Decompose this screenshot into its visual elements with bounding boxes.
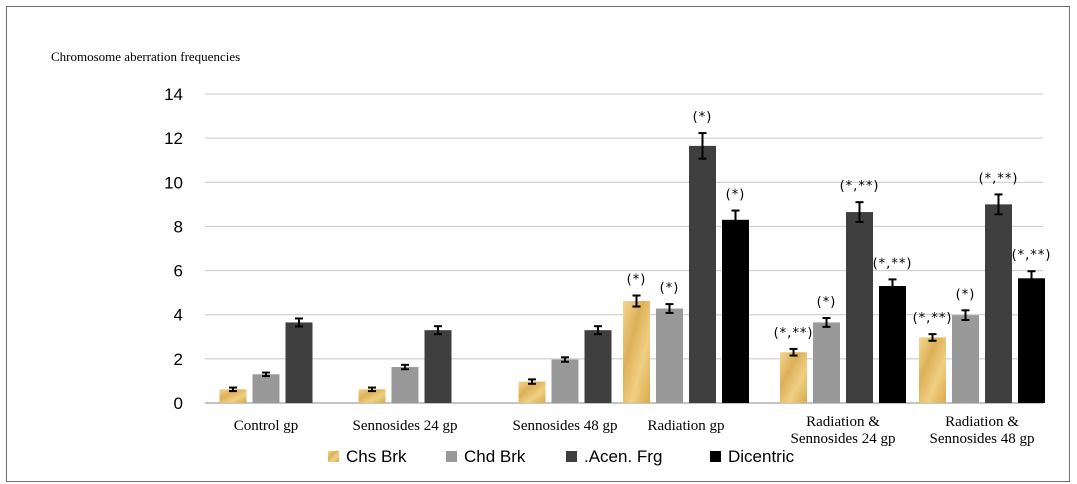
significance-label: (*) (627, 273, 647, 288)
chart-frame (6, 6, 1070, 482)
error-bar (262, 371, 270, 378)
legend-swatch (710, 451, 721, 462)
bar (252, 374, 280, 403)
bar (285, 322, 313, 403)
y-tick-label: 12 (164, 129, 183, 148)
bar (219, 389, 247, 403)
legend-item: Chd Brk (446, 447, 526, 466)
error-bar (1027, 270, 1036, 287)
error-bar (822, 317, 831, 328)
y-tick-label: 0 (174, 394, 183, 413)
y-tick-label: 8 (174, 217, 183, 236)
significance-label: (*,**) (979, 171, 1019, 186)
error-bar (368, 386, 376, 393)
x-tick-label: Radiation & (945, 414, 1019, 430)
significance-label: (*,**) (913, 311, 953, 326)
bar (358, 389, 386, 403)
bar (391, 367, 419, 403)
x-tick-label: Sennosides 24 gp (791, 431, 896, 447)
significance-label: (*) (956, 287, 976, 302)
bars-layer: (*)(*)(*)(*)(*,**)(*)(*,**)(*,**)(*,**)(… (219, 110, 1052, 403)
error-bar (698, 132, 707, 160)
error-bar (994, 193, 1003, 216)
error-bar (528, 378, 536, 385)
bar (919, 337, 946, 403)
error-bar (594, 325, 602, 336)
error-bar (434, 325, 442, 336)
error-bar (229, 386, 237, 393)
error-bar (888, 278, 897, 294)
x-tick-label: Sennosides 48 gp (513, 418, 618, 434)
legend-swatch (566, 451, 577, 462)
x-tick-label: Radiation & (806, 414, 880, 430)
error-bar (855, 201, 864, 224)
bar (846, 212, 873, 403)
significance-label: (*,**) (873, 256, 913, 271)
bar (952, 315, 979, 403)
x-tick-label: Radiation gp (647, 418, 724, 434)
bar (1018, 278, 1045, 403)
x-tick-label: Sennosides 48 gp (930, 431, 1035, 447)
significance-label: (*,**) (774, 326, 814, 341)
bar (518, 381, 546, 403)
bar (985, 204, 1012, 403)
bar (813, 322, 840, 403)
bar (656, 308, 683, 403)
bar (424, 330, 452, 403)
y-tick-label: 14 (164, 85, 183, 104)
error-bar (632, 294, 641, 308)
error-bar (961, 309, 970, 322)
x-tick-label: Sennosides 24 gp (353, 418, 458, 434)
y-tick-label: 6 (174, 262, 183, 281)
error-bar (665, 303, 674, 314)
error-bar (561, 356, 569, 363)
significance-label: (*,**) (840, 179, 880, 194)
significance-label: (*,**) (1012, 248, 1052, 263)
bar (551, 359, 579, 403)
x-tick-label: Control gp (234, 418, 299, 434)
legend-label: Dicentric (728, 447, 795, 466)
significance-label: (*) (817, 295, 837, 310)
legend-item: .Acen. Frg (566, 447, 662, 466)
error-bar (295, 317, 303, 328)
error-bar (731, 209, 740, 231)
legend-label: Chs Brk (346, 447, 407, 466)
bar (689, 145, 716, 403)
bar (623, 301, 650, 403)
y-tick-label: 10 (164, 173, 183, 192)
significance-label: (*) (726, 188, 746, 203)
x-tick-labels: Control gp Sennosides 24 gp Sennosides 48 … (234, 414, 1035, 447)
significance-label: (*) (660, 281, 680, 296)
significance-label: (*) (693, 110, 713, 125)
bar (584, 330, 612, 403)
y-axis-label: Chromosome aberration frequencies (51, 49, 240, 64)
legend-item: Chs Brk (328, 447, 407, 466)
error-bar (928, 333, 937, 342)
bar (780, 352, 807, 403)
legend-swatch (328, 451, 339, 462)
legend: Chs Brk Chd Brk .Acen. Frg Dicentric (328, 447, 795, 466)
bar (879, 286, 906, 403)
legend-label: .Acen. Frg (584, 447, 662, 466)
y-tick-label: 4 (174, 306, 183, 325)
legend-item: Dicentric (710, 447, 795, 466)
legend-label: Chd Brk (464, 447, 526, 466)
legend-swatch (446, 451, 457, 462)
error-bar (401, 363, 409, 371)
bar (722, 219, 749, 403)
error-bar (789, 347, 798, 357)
y-tick-label: 2 (174, 350, 183, 369)
